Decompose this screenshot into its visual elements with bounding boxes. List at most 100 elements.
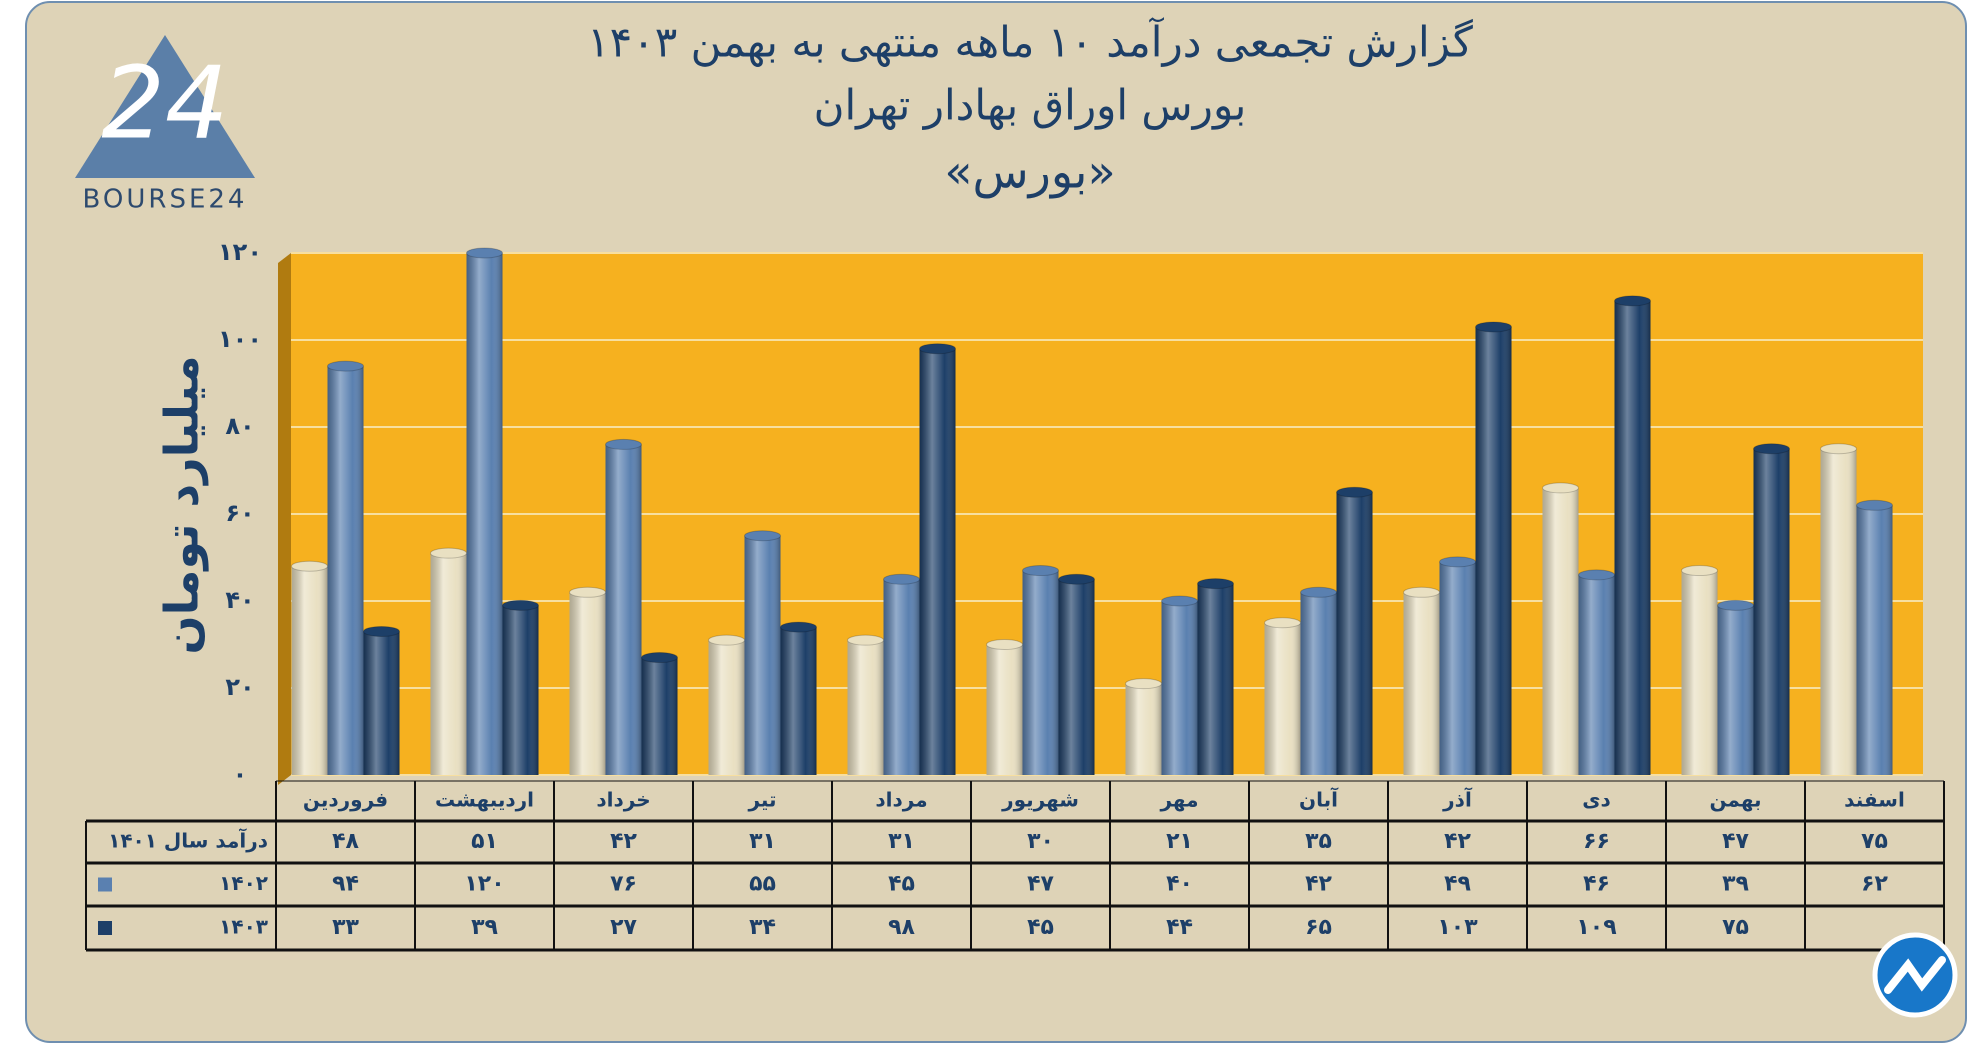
data-label: ۴۷ [1027,872,1054,897]
bar-cap [363,625,400,637]
bar-cap [1300,586,1337,598]
y-axis-label: میلیارد تومان [155,355,209,654]
bar-shade [641,657,678,775]
data-label: ۷۶ [610,872,637,897]
bar-shade [1300,592,1337,775]
x-tick-label: اسفند [1844,788,1905,812]
bar-shade [1614,300,1651,775]
bar-shade [1022,570,1059,775]
y-tick-label: ۱۰۰ [218,325,262,353]
bar-cap [986,639,1023,650]
bar-cap [883,573,920,585]
bar-shade [744,535,781,775]
bar-cap [1856,499,1893,511]
bar-cap [327,360,364,372]
data-label: ۳۳ [332,915,359,940]
bar-cap [780,621,817,633]
data-label: ۳۵ [1305,829,1332,854]
bar-cap [502,599,539,611]
bar-shade [605,444,642,775]
bar-cap [1022,565,1059,577]
bar-cap [1578,569,1615,581]
logo-glyph: 24 [101,44,228,161]
bar-shade [1264,622,1301,775]
data-label: ۳۹ [471,915,498,940]
bar-shade [327,366,364,775]
bar-shade [780,627,817,775]
bar-shade [1717,605,1754,775]
data-label: ۱۰۹ [1576,915,1616,940]
x-tick-label: اردیبهشت [435,788,534,812]
data-label: ۶۶ [1583,829,1610,854]
data-label: ۳۱ [888,829,915,854]
bar-cap [744,530,781,542]
bar-shade [502,605,539,775]
x-tick-label: تیر [747,788,776,812]
data-label: ۴۸ [332,829,359,854]
y-tick-label: ۱۲۰ [218,238,262,266]
badge-icon [1884,956,1946,994]
bar-shade [363,631,400,775]
y-tick-label: ۰ [233,760,248,788]
bar-shade [1753,448,1790,775]
bar-shade [708,640,745,775]
bar-shade [430,553,467,775]
data-label: ۶۲ [1861,872,1888,897]
y-tick-label: ۴۰ [225,586,254,614]
legend-label: ۱۴۰۲ [219,871,268,895]
bar-shade [1439,561,1476,775]
bar-cap [919,343,956,355]
bar-shade [1681,570,1718,775]
bar-shade [1542,487,1579,775]
y-tick-label: ۸۰ [225,412,254,440]
bar-cap [569,586,606,598]
bar-shade [291,566,328,775]
legend-label: ۱۴۰۳ [219,915,268,939]
bar-cap [430,547,467,559]
data-label: ۳۹ [1722,872,1749,897]
chart-title: گزارش تجمعی درآمد ۱۰ ماهه منتهی به بهمن … [587,17,1473,68]
bar-cap [1475,321,1512,333]
bar-shade [1578,574,1615,775]
x-tick-label: آذر [1442,787,1473,812]
data-label: ۲۷ [610,915,637,940]
bar-shade [1161,601,1198,775]
x-tick-label: خرداد [596,788,650,812]
bar-shade [847,640,884,775]
bar-cap [1264,617,1301,629]
bar-cap [1403,586,1440,598]
bar-cap [641,652,678,664]
bar-shade [1475,326,1512,775]
data-label: ۳۱ [749,829,776,854]
legend-swatch [98,921,112,935]
bar-shade [883,579,920,775]
bar-cap [1542,482,1579,494]
data-label: ۹۴ [332,872,359,897]
logo-text: BOURSE24 [83,185,248,215]
bar-cap [605,438,642,450]
legend-swatch [98,877,112,892]
x-tick-label: شهریور [1001,788,1079,812]
bar-shade [1336,492,1373,775]
data-label: ۴۵ [1027,915,1054,940]
data-label: ۱۰۳ [1437,915,1478,940]
bar-cap [291,560,328,572]
data-label: ۴۴ [1166,915,1193,940]
x-tick-label: مرداد [875,788,927,812]
chart-subtitle: «بورس» [944,145,1115,200]
data-label: ۴۲ [610,829,637,854]
bar-shade [986,644,1023,775]
x-tick-label: آبان [1299,787,1339,812]
bar-cap [1753,443,1790,455]
data-label: ۹۸ [888,915,915,940]
bar-shade [1197,583,1234,775]
bar-cap [1197,578,1234,590]
bar-cap [1161,595,1198,607]
y-tick-label: ۶۰ [225,499,254,527]
data-label: ۴۵ [888,872,915,897]
bar-shade [1856,505,1893,775]
bar-cap [1681,565,1718,577]
bar-cap [1125,678,1162,690]
data-label: ۲۱ [1166,829,1193,854]
bar-cap [1717,599,1754,611]
